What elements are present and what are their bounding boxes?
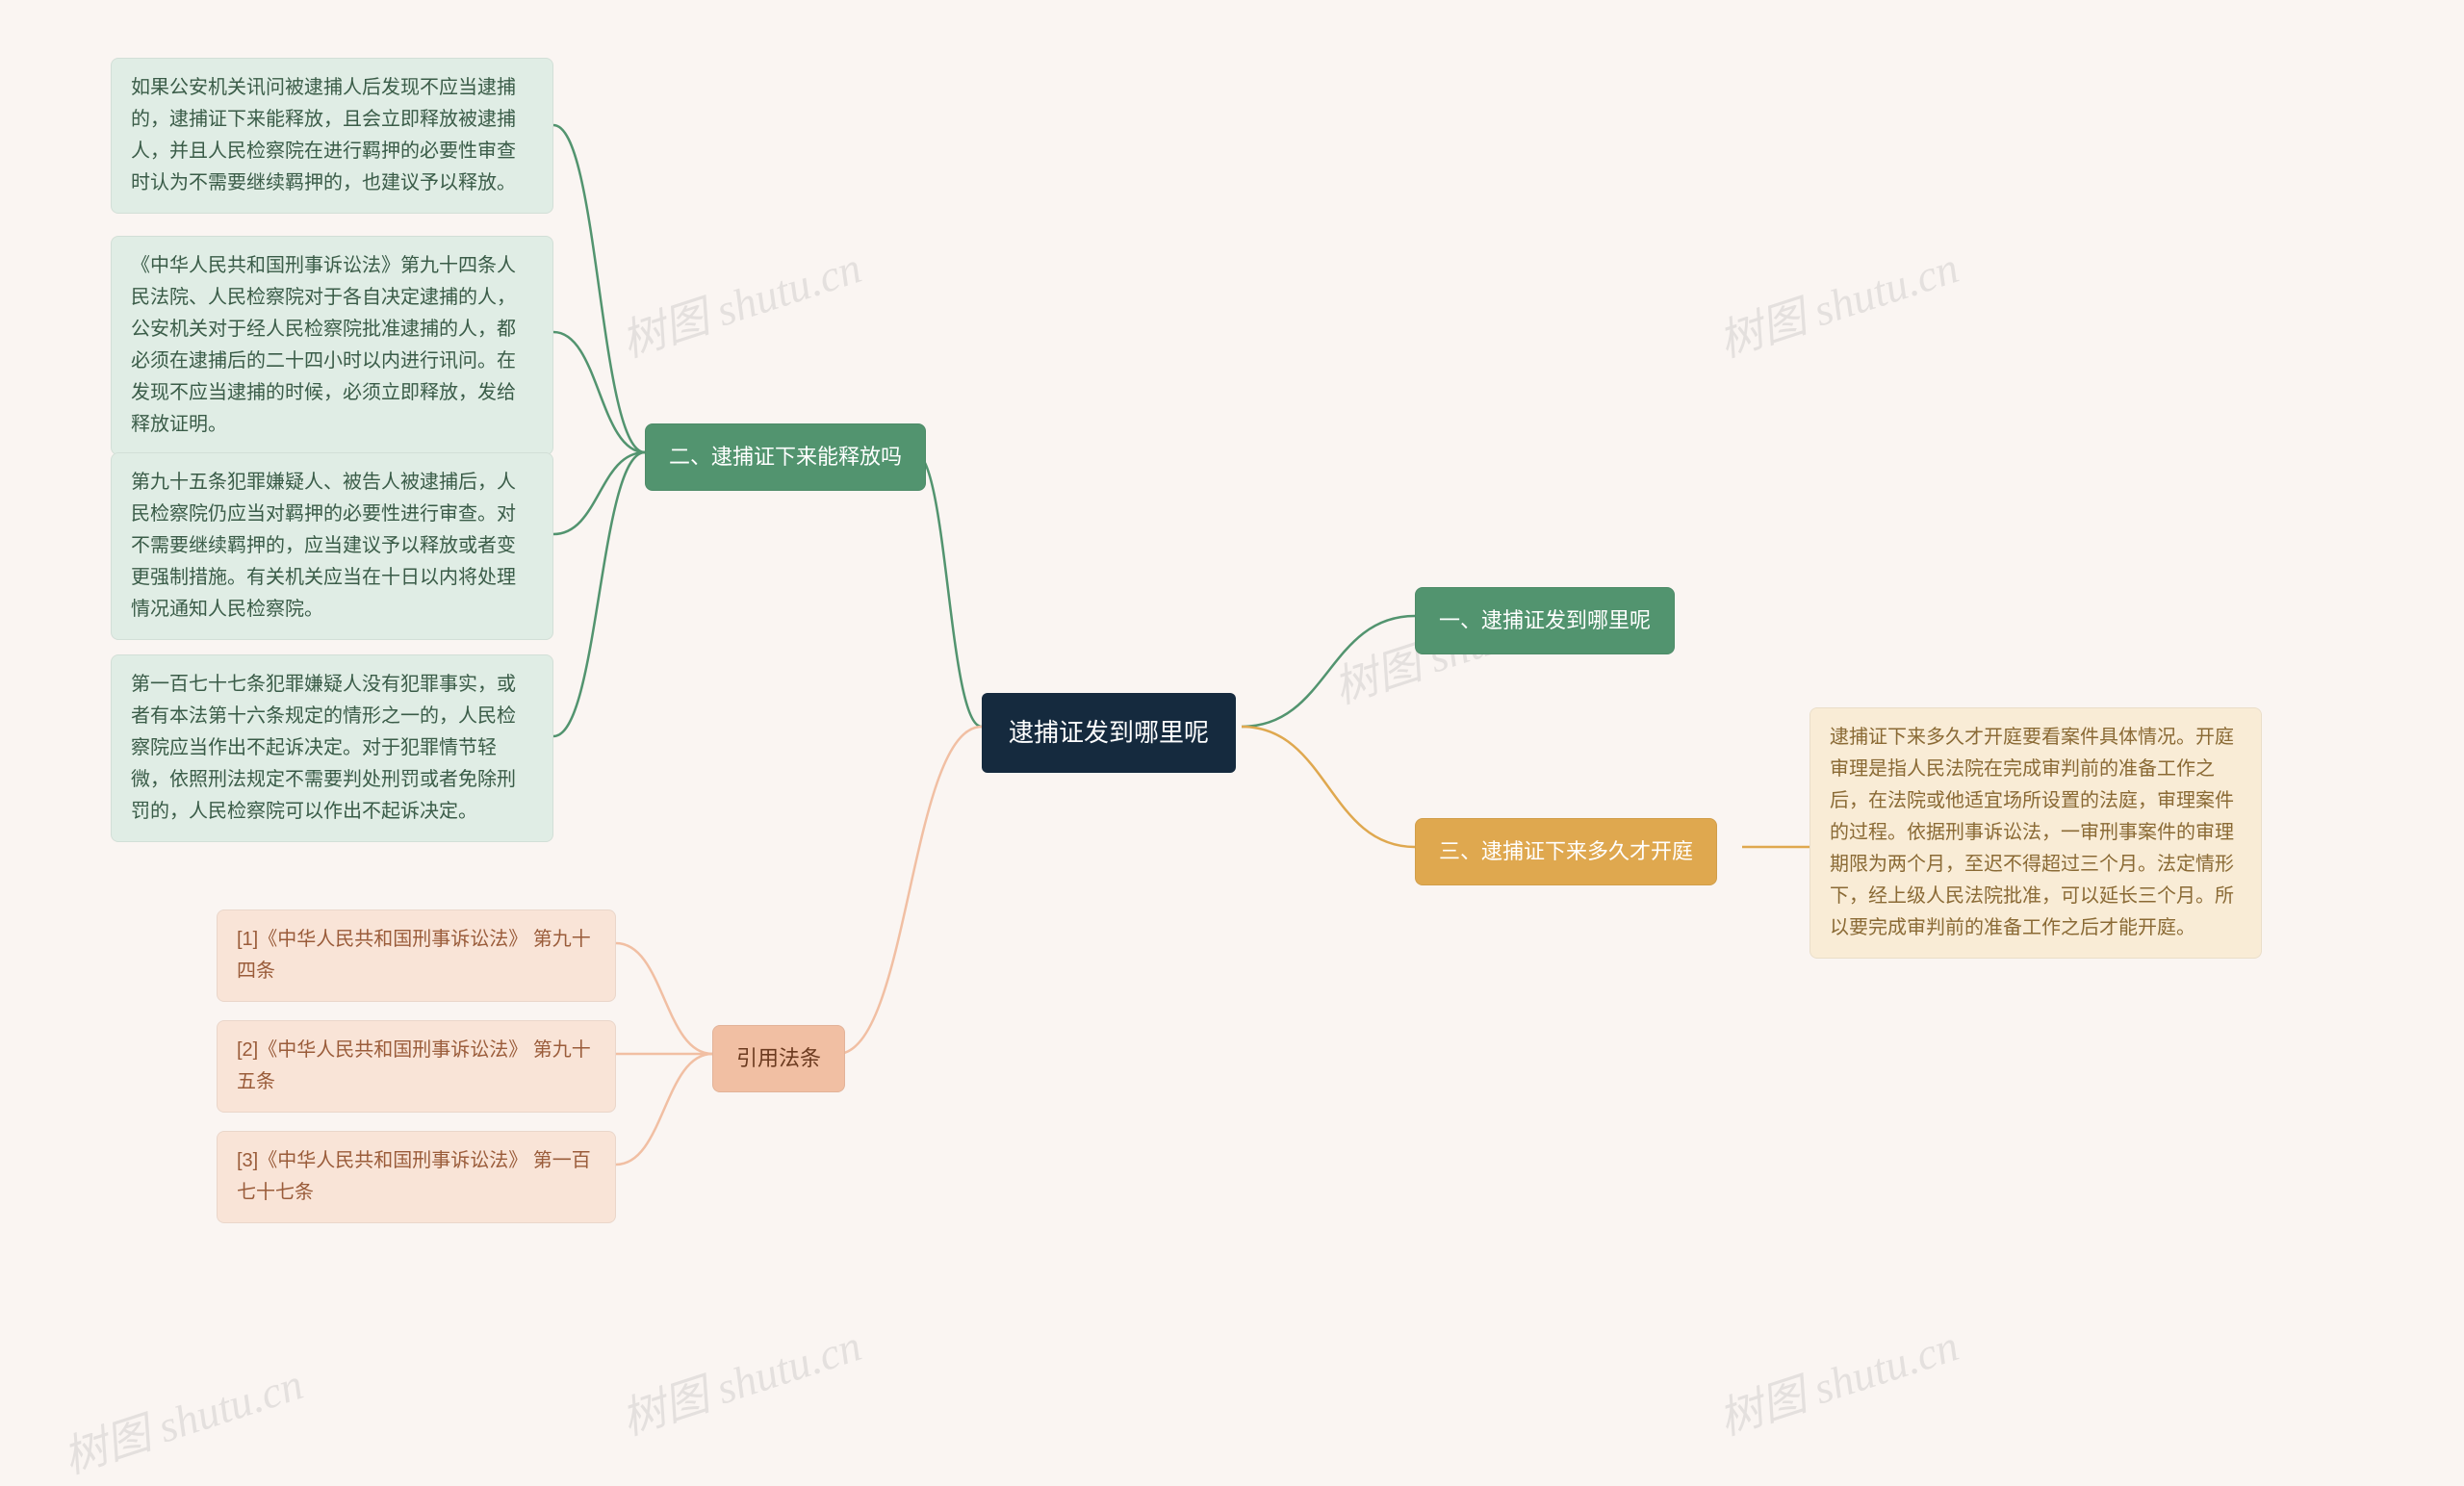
root-node[interactable]: 逮捕证发到哪里呢 [982, 693, 1236, 773]
leaf-b2-2[interactable]: 《中华人民共和国刑事诉讼法》第九十四条人民法院、人民检察院对于各自决定逮捕的人，… [111, 236, 553, 455]
branch-1[interactable]: 一、逮捕证发到哪里呢 [1415, 587, 1675, 654]
connector [616, 1054, 712, 1165]
connector [553, 452, 645, 736]
leaf-b2-3[interactable]: 第九十五条犯罪嫌疑人、被告人被逮捕后，人民检察院仍应当对羁押的必要性进行审查。对… [111, 452, 553, 640]
watermark: 树图 shutu.cn [1709, 1311, 1965, 1448]
branch-3[interactable]: 三、逮捕证下来多久才开庭 [1415, 818, 1717, 885]
leaf-b4-3[interactable]: [3]《中华人民共和国刑事诉讼法》 第一百七十七条 [217, 1131, 616, 1223]
watermark: 树图 shutu.cn [1709, 233, 1965, 371]
leaf-b2-1[interactable]: 如果公安机关讯问被逮捕人后发现不应当逮捕的，逮捕证下来能释放，且会立即释放被逮捕… [111, 58, 553, 214]
connector [553, 125, 645, 452]
connector [837, 727, 982, 1054]
leaf-b4-1[interactable]: [1]《中华人民共和国刑事诉讼法》 第九十四条 [217, 910, 616, 1002]
connector [553, 452, 645, 534]
watermark: 树图 shutu.cn [612, 233, 868, 371]
watermark: 树图 shutu.cn [54, 1349, 310, 1486]
leaf-b4-2[interactable]: [2]《中华人民共和国刑事诉讼法》 第九十五条 [217, 1020, 616, 1113]
branch-2[interactable]: 二、逮捕证下来能释放吗 [645, 423, 926, 491]
connector [1242, 616, 1415, 727]
leaf-b3-1[interactable]: 逮捕证下来多久才开庭要看案件具体情况。开庭审理是指人民法院在完成审判前的准备工作… [1810, 707, 2262, 959]
connector [1242, 727, 1415, 847]
connector [914, 452, 982, 727]
connector [616, 943, 712, 1054]
connector [553, 332, 645, 452]
leaf-b2-4[interactable]: 第一百七十七条犯罪嫌疑人没有犯罪事实，或者有本法第十六条规定的情形之一的，人民检… [111, 654, 553, 842]
watermark: 树图 shutu.cn [612, 1311, 868, 1448]
branch-4[interactable]: 引用法条 [712, 1025, 845, 1092]
